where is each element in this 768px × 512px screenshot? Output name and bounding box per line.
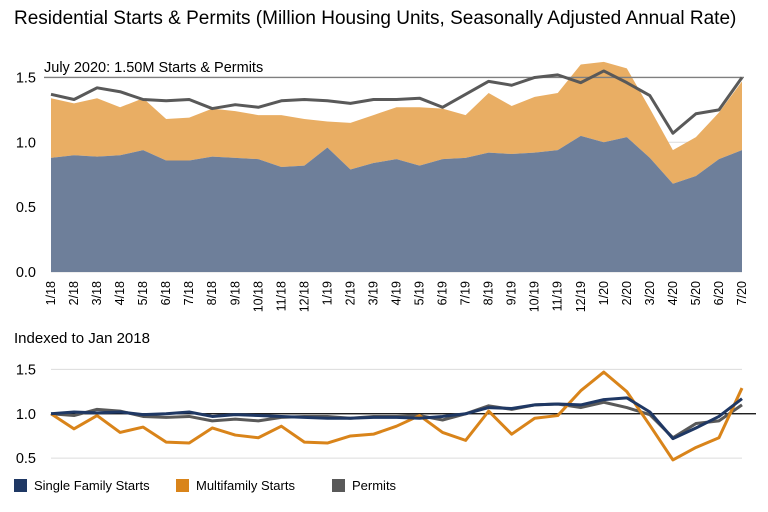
top-x-tick-label: 4/20 [666,281,680,305]
top-x-tick-label: 11/18 [274,281,288,311]
bottom-single-family-starts-line [50,396,743,441]
legend-item-multifamily: Multifamily Starts [176,478,295,493]
top-x-tick-label: 2/19 [343,281,357,305]
bottom-y-tick-label: 1.5 [16,362,36,378]
legend: Single Family Starts Multifamily Starts … [14,478,754,498]
top-stacked-areas [51,61,742,272]
annotation-label: July 2020: 1.50M Starts & Permits [44,60,263,76]
top-x-tick-label: 5/19 [413,281,427,305]
top-x-tick-label: 1/20 [597,281,611,305]
top-y-axis-ticks: 0.0 0.5 1.0 1.5 [16,70,36,281]
top-x-tick-label: 3/20 [643,281,657,305]
top-y-tick-label: 0.0 [16,265,36,281]
top-x-tick-label: 4/18 [113,281,127,305]
top-x-tick-label: 6/20 [712,281,726,305]
top-x-tick-label: 7/19 [459,281,473,305]
bottom-multifamily-starts-line [50,370,744,462]
legend-label-single-family: Single Family Starts [34,478,150,493]
single-family-starts-area [51,135,742,272]
top-x-tick-label: 7/20 [735,281,749,305]
top-x-tick-label: 6/19 [436,281,450,305]
top-lines [44,69,744,135]
top-chart: 0.0 0.5 1.0 1.5 1/18 2/18 3/18 4/18 5/18 6/18 7/1… [16,60,749,312]
legend-item-single-family: Single Family Starts [14,478,150,493]
top-x-tick-label: 12/18 [297,281,311,312]
bottom-y-tick-label: 1.0 [16,407,36,423]
top-x-tick-label: 1/19 [320,281,334,305]
bottom-y-tick-label: 0.5 [16,451,36,467]
legend-swatch-multifamily [176,479,189,492]
top-x-tick-label: 4/19 [390,281,404,305]
top-x-tick-label: 5/20 [689,281,703,305]
top-x-tick-label: 10/19 [528,281,542,312]
top-x-tick-label: 3/19 [366,281,380,305]
legend-item-permits: Permits [332,478,396,493]
top-x-tick-label: 8/19 [482,281,496,305]
top-x-tick-label: 3/18 [90,281,104,305]
top-y-tick-label: 1.5 [16,70,36,86]
top-x-tick-label: 5/18 [136,281,150,305]
top-x-tick-label: 9/19 [505,281,519,305]
top-x-tick-label: 6/18 [159,281,173,305]
top-x-tick-label: 10/18 [251,281,265,312]
top-x-tick-label: 7/18 [182,281,196,305]
bottom-chart-title: Indexed to Jan 2018 [14,330,150,347]
top-x-tick-label: 2/20 [620,281,634,305]
legend-swatch-single-family [14,479,27,492]
legend-swatch-permits [332,479,345,492]
top-x-tick-label: 9/18 [228,281,242,305]
top-x-tick-label: 1/18 [44,281,58,305]
top-y-tick-label: 0.5 [16,200,36,216]
top-x-tick-label: 11/19 [551,281,565,311]
bottom-lines [50,370,744,462]
top-x-axis-ticks: 1/18 2/18 3/18 4/18 5/18 6/18 7/18 8/18 9/18 10/1… [44,281,749,312]
bottom-y-axis-ticks: 0.5 1.0 1.5 [16,362,36,467]
top-x-tick-label: 12/19 [574,281,588,312]
legend-label-multifamily: Multifamily Starts [196,478,295,493]
permits-line [50,69,744,135]
chart-title: Residential Starts & Permits (Million Ho… [14,8,737,29]
top-x-tick-label: 2/18 [67,281,81,305]
legend-label-permits: Permits [352,478,397,493]
top-x-tick-label: 8/18 [205,281,219,305]
multifamily-starts-area [51,61,742,184]
top-y-tick-label: 1.0 [16,135,36,151]
